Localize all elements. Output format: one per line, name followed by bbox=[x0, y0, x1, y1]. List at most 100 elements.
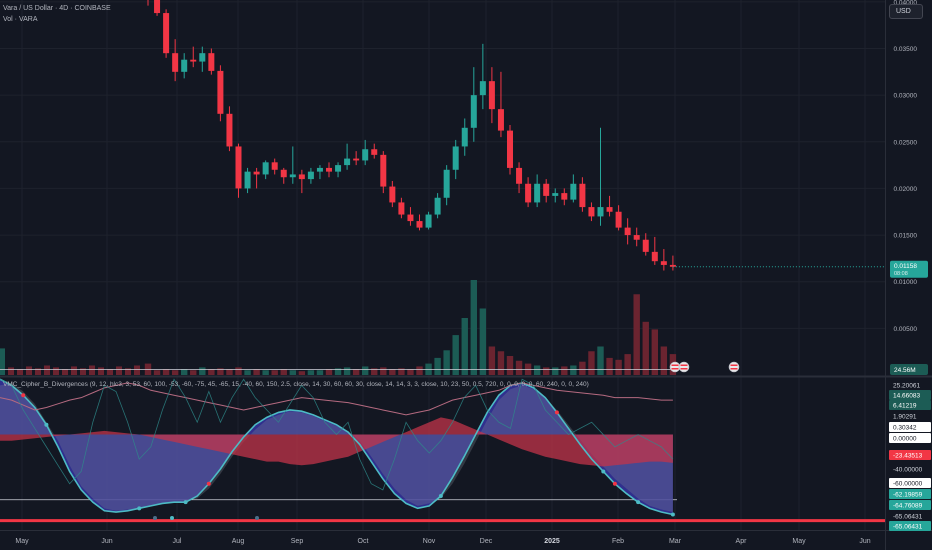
volume-bar bbox=[470, 280, 477, 375]
candle-body bbox=[660, 261, 667, 265]
indicator-axis-label: -64.76089 bbox=[893, 503, 923, 510]
indicator-badge bbox=[889, 511, 931, 521]
candle-body bbox=[344, 158, 351, 166]
indicator-axis-label: -65.06431 bbox=[893, 514, 923, 521]
volume-bar bbox=[488, 346, 496, 375]
candle-body bbox=[217, 70, 224, 114]
volume-bar bbox=[552, 367, 559, 375]
candle-body bbox=[651, 251, 658, 262]
divergence-marker bbox=[170, 516, 174, 520]
volume-bar bbox=[398, 368, 405, 375]
volume-bar bbox=[307, 370, 315, 375]
volume-bar bbox=[217, 368, 224, 375]
candle-body bbox=[597, 207, 604, 217]
volume-bar-pre bbox=[98, 367, 104, 375]
volume-bar bbox=[434, 357, 441, 375]
time-tick-label: Nov bbox=[423, 538, 436, 545]
volume-bar bbox=[651, 329, 658, 375]
indicator-axis-label: 6.41219 bbox=[893, 403, 917, 410]
flag-stripe-icon bbox=[671, 364, 679, 366]
volume-bar bbox=[325, 369, 333, 375]
candle-body bbox=[497, 109, 504, 131]
indicator-axis-label: 14.66083 bbox=[893, 393, 920, 400]
volume-bar-pre bbox=[17, 369, 23, 375]
indicator-badge bbox=[889, 411, 931, 421]
flag-stripe-icon bbox=[730, 368, 738, 370]
price-tick-label: 0.02000 bbox=[894, 186, 918, 193]
volume-bar bbox=[343, 367, 351, 375]
volume-bar bbox=[407, 369, 414, 375]
candle-body bbox=[262, 162, 269, 175]
indicator-badge bbox=[889, 489, 931, 499]
candle-body bbox=[208, 53, 215, 71]
last-price-countdown: 08:08 bbox=[894, 271, 908, 277]
volume-bar-pre bbox=[89, 365, 95, 375]
indicator-badge bbox=[889, 450, 931, 460]
volume-bar-pre bbox=[62, 369, 68, 375]
time-tick-label: Mar bbox=[669, 538, 682, 545]
candle-body bbox=[335, 165, 342, 172]
candle-body bbox=[425, 214, 432, 228]
candle-body bbox=[452, 146, 459, 170]
candle-body bbox=[579, 183, 586, 208]
volume-bar-pre bbox=[116, 366, 122, 375]
volume-bar bbox=[660, 346, 668, 375]
candle-body bbox=[353, 158, 360, 161]
volume-bar bbox=[334, 368, 342, 375]
wavetrend-cross-dot bbox=[183, 500, 188, 505]
volume-bar bbox=[352, 369, 360, 375]
wavetrend-2-area bbox=[0, 382, 673, 513]
candle-body bbox=[434, 197, 441, 215]
volume-bar bbox=[543, 367, 550, 375]
event-markers[interactable] bbox=[669, 361, 740, 373]
volume-bar bbox=[362, 366, 369, 375]
volume-bar bbox=[316, 370, 324, 375]
candle-body bbox=[443, 169, 450, 198]
time-axis[interactable]: May Jun Jul Aug Sep Oct Nov Dec 2025 Feb Mar Apr May… bbox=[15, 538, 870, 545]
volume-bar-pre bbox=[44, 365, 50, 375]
volume-bar bbox=[597, 346, 604, 375]
wavetrend-cross-dot bbox=[601, 469, 606, 474]
candle-body bbox=[588, 207, 595, 217]
currency-button[interactable]: USD bbox=[889, 4, 923, 19]
wavetrend-1-line bbox=[0, 378, 674, 516]
rsi-line bbox=[0, 382, 673, 416]
indicator-badge bbox=[889, 521, 931, 531]
volume-bar bbox=[171, 370, 179, 375]
price-tick-label: 0.00500 bbox=[894, 326, 918, 333]
flag-stripe-icon bbox=[680, 364, 688, 366]
candle-body bbox=[534, 183, 541, 203]
economic-event-icon bbox=[669, 361, 681, 373]
indicator-legend: VMC_Cipher_B_Divergences (9, 12, hlc3, 3… bbox=[3, 381, 589, 388]
candle-body bbox=[416, 221, 423, 228]
indicator-axis[interactable]: 25.20061 14.66083 6.41219 1.90291 0.30342 0.0… bbox=[889, 380, 931, 531]
time-tick-label: May bbox=[792, 538, 806, 545]
candle-body bbox=[280, 169, 287, 178]
indicator-badge bbox=[889, 380, 931, 390]
candle-body bbox=[407, 214, 414, 222]
time-tick-label: May bbox=[15, 538, 29, 545]
price-tick-label: 0.04000 bbox=[894, 0, 918, 6]
indicator-axis-label: 1.90291 bbox=[893, 414, 917, 421]
price-tick-label: 0.01000 bbox=[894, 279, 918, 286]
cipher-b-indicator bbox=[0, 368, 885, 523]
candle-body bbox=[226, 113, 233, 147]
volume-bar bbox=[497, 351, 505, 375]
price-axis[interactable]: 0.00500 0.01000 0.01500 0.02000 0.02500 0.030… bbox=[890, 0, 928, 375]
wavetrend-cross-dot bbox=[670, 512, 675, 517]
candle-body bbox=[289, 174, 296, 178]
candle-body bbox=[507, 130, 513, 168]
candle-body bbox=[235, 146, 242, 189]
candle-body bbox=[326, 167, 332, 172]
time-tick-label: Oct bbox=[358, 538, 369, 545]
time-tick-label: Apr bbox=[736, 538, 748, 545]
volume-bar-pre bbox=[134, 365, 140, 375]
volume-bar bbox=[561, 366, 568, 375]
indicator-axis-label: -65.06431 bbox=[893, 524, 923, 531]
candle-body bbox=[525, 183, 532, 203]
volume-bar-pre bbox=[0, 348, 5, 375]
price-tick-label: 0.03000 bbox=[894, 93, 918, 100]
candle-body bbox=[163, 13, 170, 54]
price-tick-label: 0.01500 bbox=[894, 233, 918, 240]
indicator-badge bbox=[889, 433, 931, 443]
